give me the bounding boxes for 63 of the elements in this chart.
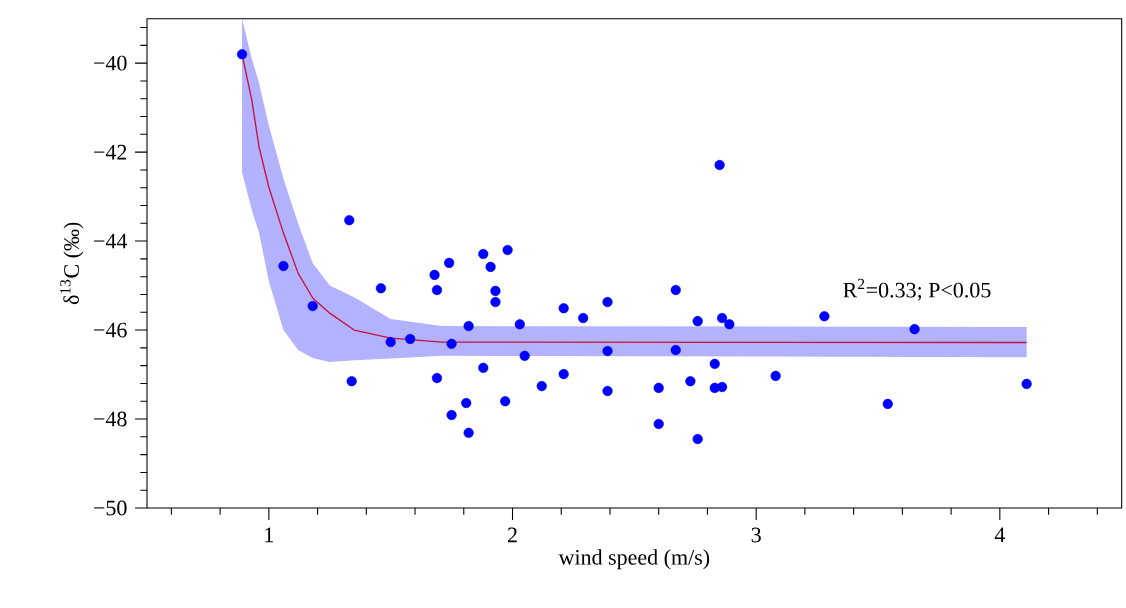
point — [602, 385, 613, 397]
point — [578, 312, 589, 324]
point — [692, 316, 703, 327]
point — [685, 376, 696, 387]
point — [446, 338, 457, 349]
point — [490, 285, 501, 296]
point — [236, 49, 248, 60]
x-tick-label: 3 — [751, 527, 761, 543]
point — [429, 269, 440, 280]
point — [375, 283, 386, 294]
point — [490, 296, 501, 308]
point — [1021, 378, 1032, 389]
y-tick-label: −40 — [94, 55, 127, 71]
point — [602, 296, 613, 308]
point — [478, 248, 489, 260]
annotation: R$^{2}$=0.33; P<0.05 — [843, 278, 991, 301]
point — [519, 350, 530, 361]
point — [882, 398, 893, 409]
point — [500, 396, 511, 407]
y-tick-label: −44 — [94, 233, 128, 249]
y-axis-title: δ$^{13}$C (‰) — [60, 222, 84, 305]
point — [405, 333, 416, 345]
point — [709, 358, 720, 369]
y-tick-label: −48 — [94, 411, 127, 427]
point — [717, 381, 728, 393]
point — [446, 409, 457, 421]
point — [385, 337, 396, 348]
point — [653, 382, 664, 393]
point — [478, 362, 489, 373]
point — [278, 260, 289, 272]
y-tick-label: −42 — [94, 144, 127, 160]
point — [670, 284, 681, 296]
point — [909, 324, 920, 335]
point — [670, 345, 681, 356]
point — [692, 433, 703, 445]
point — [461, 397, 472, 409]
point — [514, 319, 525, 330]
point — [558, 303, 569, 314]
y-tick-label: −50 — [94, 500, 127, 516]
point — [724, 319, 735, 330]
point — [714, 159, 725, 171]
point — [602, 345, 613, 357]
point — [717, 312, 728, 324]
point — [307, 300, 318, 312]
x-tick-label: 2 — [507, 527, 517, 543]
point — [431, 284, 443, 296]
x-tick-label: 4 — [994, 527, 1006, 543]
point — [463, 320, 474, 332]
x-tick-label: 1 — [265, 527, 274, 543]
point — [444, 257, 455, 268]
point — [819, 311, 830, 322]
point — [536, 381, 547, 392]
point — [770, 370, 781, 381]
point — [431, 373, 443, 384]
point — [463, 427, 474, 438]
point — [485, 261, 496, 272]
point — [502, 244, 513, 256]
point — [653, 418, 664, 429]
point — [344, 215, 355, 226]
x-axis-title: wind speed (m/s) — [558, 549, 710, 570]
y-tick-label: −46 — [94, 322, 127, 338]
point — [558, 369, 569, 380]
point — [346, 376, 357, 387]
